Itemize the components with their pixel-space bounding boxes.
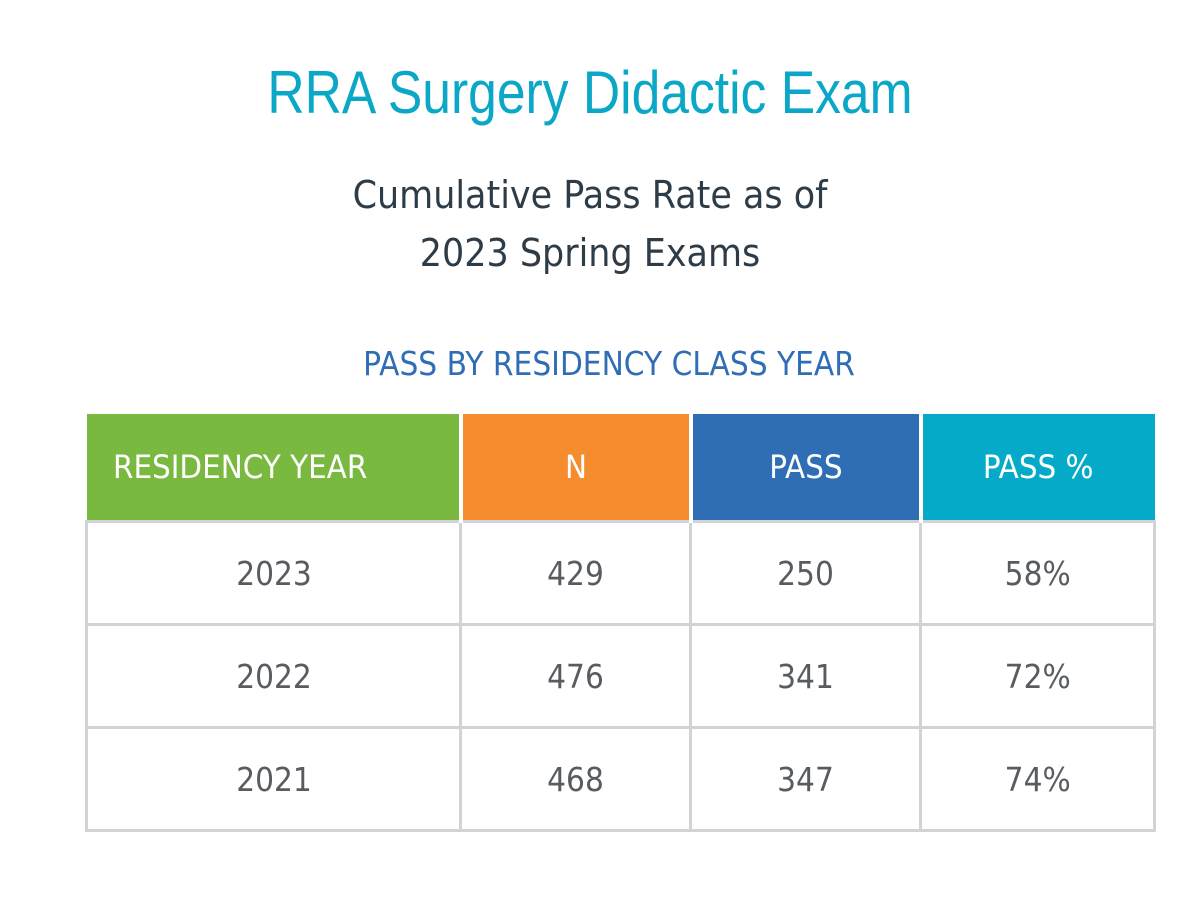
header-label: N bbox=[564, 448, 587, 486]
header-label: PASS % bbox=[983, 448, 1094, 486]
page-subtitle: Cumulative Pass Rate as of 2023 Spring E… bbox=[47, 166, 1133, 282]
cell-value: 58% bbox=[1004, 553, 1071, 593]
cell-value: 429 bbox=[547, 553, 604, 593]
table-caption: PASS BY RESIDENCY CLASS YEAR bbox=[363, 344, 855, 383]
cell-value: 341 bbox=[777, 656, 834, 696]
header-label: RESIDENCY YEAR bbox=[112, 448, 367, 486]
subtitle-line-1: Cumulative Pass Rate as of bbox=[352, 173, 828, 217]
table-cell: 2023 bbox=[85, 520, 462, 626]
column-header-n: N bbox=[458, 414, 693, 522]
table-cell: 72% bbox=[919, 623, 1156, 729]
cell-value: 347 bbox=[777, 759, 834, 799]
table-cell: 468 bbox=[459, 726, 692, 832]
table-cell: 429 bbox=[459, 520, 692, 626]
table-cell: 476 bbox=[459, 623, 692, 729]
table-row: 2021 468 347 74% bbox=[85, 726, 1156, 832]
column-header-pass-percent: PASS % bbox=[918, 414, 1155, 522]
table-cell: 74% bbox=[919, 726, 1156, 832]
column-header-pass: PASS bbox=[688, 414, 923, 522]
table-cell: 347 bbox=[689, 726, 922, 832]
table-cell: 341 bbox=[689, 623, 922, 729]
cell-value: 250 bbox=[777, 553, 834, 593]
cell-value: 2022 bbox=[235, 656, 312, 696]
table-cell: 250 bbox=[689, 520, 922, 626]
data-table: RESIDENCY YEAR N PASS PASS % 2023 429 25… bbox=[85, 414, 1156, 832]
table-cell: 2022 bbox=[85, 623, 462, 729]
cell-value: 468 bbox=[547, 759, 604, 799]
pass-rate-table: RESIDENCY YEAR N PASS PASS % 2023 429 25… bbox=[85, 414, 1156, 837]
header-row: RESIDENCY YEAR N PASS PASS % bbox=[86, 414, 1155, 522]
subtitle-line-2: 2023 Spring Exams bbox=[419, 231, 761, 275]
column-header-residency-year: RESIDENCY YEAR bbox=[86, 414, 463, 522]
cell-value: 2021 bbox=[235, 759, 312, 799]
cell-value: 2023 bbox=[235, 553, 312, 593]
cell-value: 72% bbox=[1004, 656, 1071, 696]
table-cell: 58% bbox=[919, 520, 1156, 626]
header-label: PASS bbox=[768, 448, 843, 486]
page-title: RRA Surgery Didactic Exam bbox=[267, 59, 913, 126]
table-row: 2022 476 341 72% bbox=[85, 623, 1156, 729]
cell-value: 476 bbox=[547, 656, 604, 696]
cell-value: 74% bbox=[1004, 759, 1071, 799]
table-cell: 2021 bbox=[85, 726, 462, 832]
table-row: 2023 429 250 58% bbox=[85, 520, 1156, 626]
